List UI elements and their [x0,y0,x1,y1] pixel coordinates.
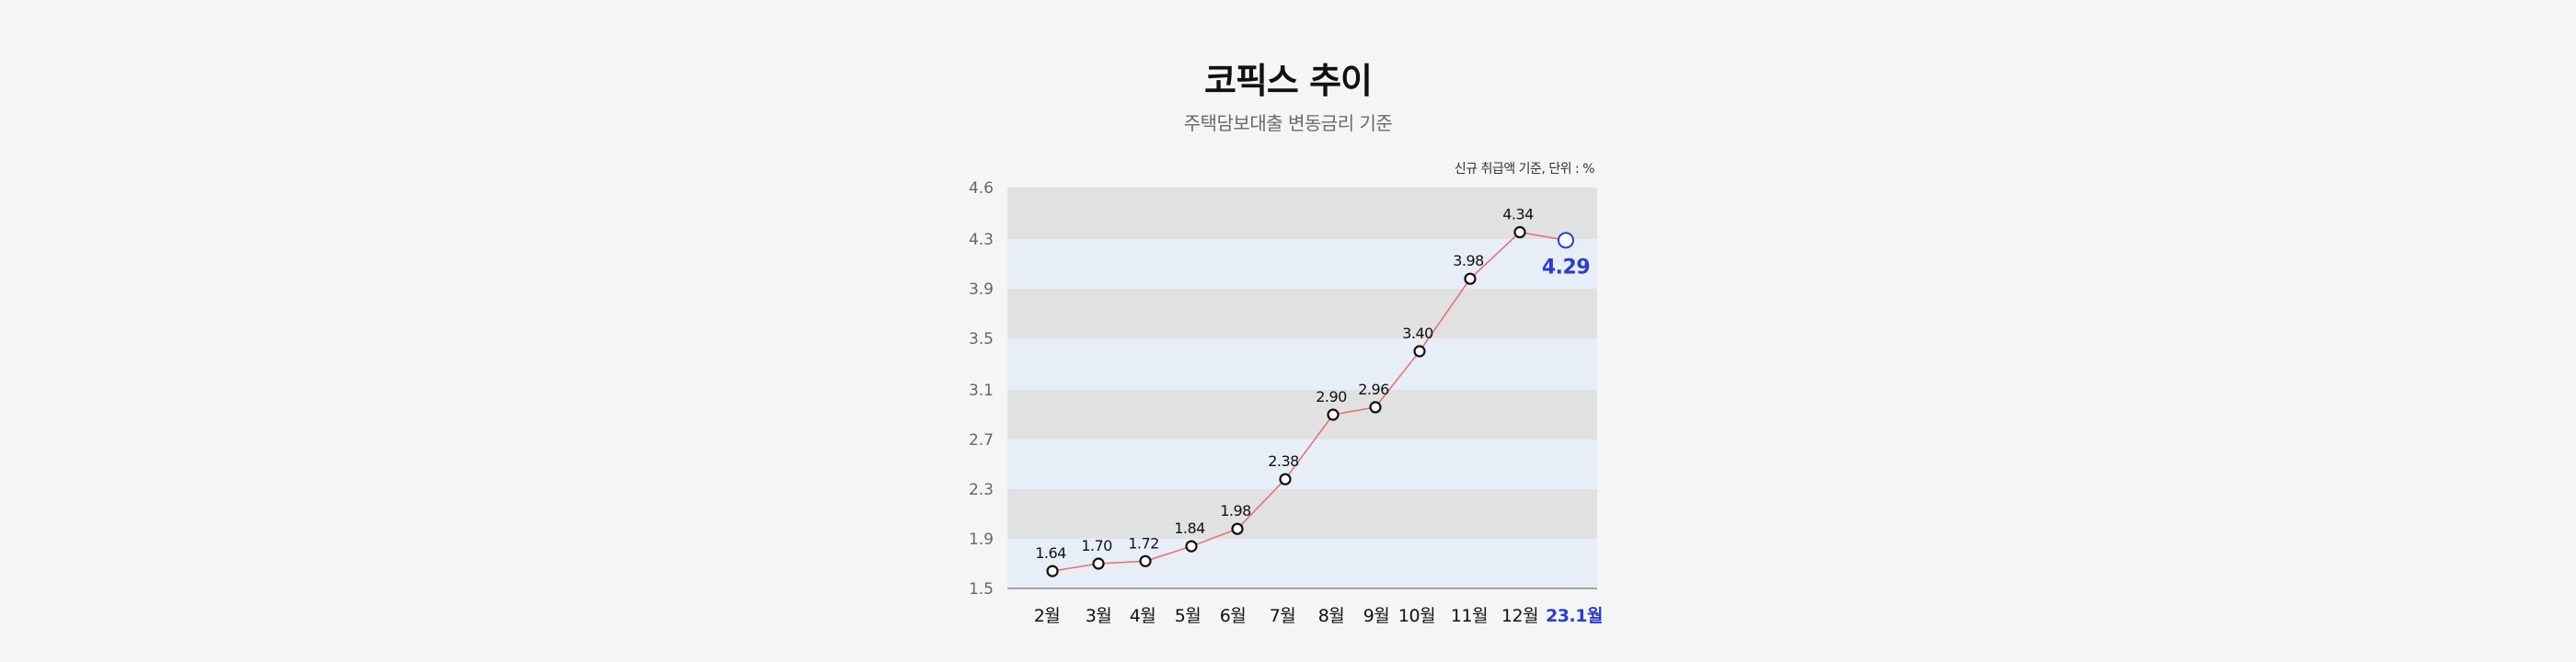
x-tick-label: 7월 [1270,606,1296,626]
value-label: 1.84 [1174,519,1205,537]
y-tick-label: 1.9 [969,531,994,549]
value-label: 3.98 [1453,252,1484,269]
x-tick-label: 3월 [1086,606,1112,626]
data-point [1139,554,1152,567]
grid-band [1007,338,1597,390]
y-tick-label: 2.7 [969,431,994,450]
data-point [1464,272,1477,285]
value-label: 2.90 [1316,388,1347,405]
y-tick-label: 1.5 [969,580,994,599]
data-point [1046,565,1059,577]
grid-band [1007,239,1597,289]
x-tick-label: 10월 [1398,606,1435,626]
value-label: 2.96 [1358,381,1389,398]
data-point [1279,473,1292,485]
data-point [1092,557,1105,570]
chart-title: 코픽스 추이 [1203,61,1373,101]
data-point [1413,345,1426,358]
y-tick-label: 4.6 [969,179,994,198]
data-point [1327,408,1340,421]
grid-band [1007,390,1597,439]
x-tick-label: 23.1월 [1546,606,1603,626]
grid-band [1007,188,1597,239]
y-tick-label: 2.3 [969,481,994,499]
data-point [1369,401,1382,414]
chart-subtitle: 주택담보대출 변동금리 기준 [1183,112,1393,134]
highlight-value-label: 4.29 [1542,256,1590,279]
x-tick-label: 2월 [1034,606,1061,626]
x-tick-label: 4월 [1130,606,1156,626]
data-point [1185,540,1198,553]
y-tick-label: 3.9 [969,280,994,299]
y-tick-label: 4.3 [969,231,994,249]
unit-note: 신규 취급액 기준, 단위 : % [1454,162,1595,177]
value-label: 1.64 [1035,544,1066,562]
grid-band [1007,489,1597,539]
grid-band [1007,289,1597,338]
x-tick-label: 12월 [1501,606,1538,626]
value-label: 4.34 [1502,206,1534,223]
data-point [1513,225,1526,239]
value-label: 1.70 [1081,537,1112,554]
grid-band [1007,439,1597,489]
x-tick-label: 11월 [1451,606,1488,626]
data-point [1231,522,1244,535]
x-tick-label: 9월 [1363,606,1390,626]
value-label: 1.72 [1128,534,1159,552]
value-label: 2.38 [1268,452,1299,470]
y-tick-label: 3.5 [969,330,994,348]
x-tick-label: 5월 [1175,606,1202,626]
highlight-data-point [1558,232,1574,249]
value-label: 3.40 [1402,325,1433,342]
x-tick-label: 6월 [1220,606,1247,626]
x-tick-label: 8월 [1318,606,1345,626]
y-tick-label: 3.1 [969,382,994,400]
value-label: 1.98 [1220,502,1251,519]
series-line [1052,231,1567,572]
